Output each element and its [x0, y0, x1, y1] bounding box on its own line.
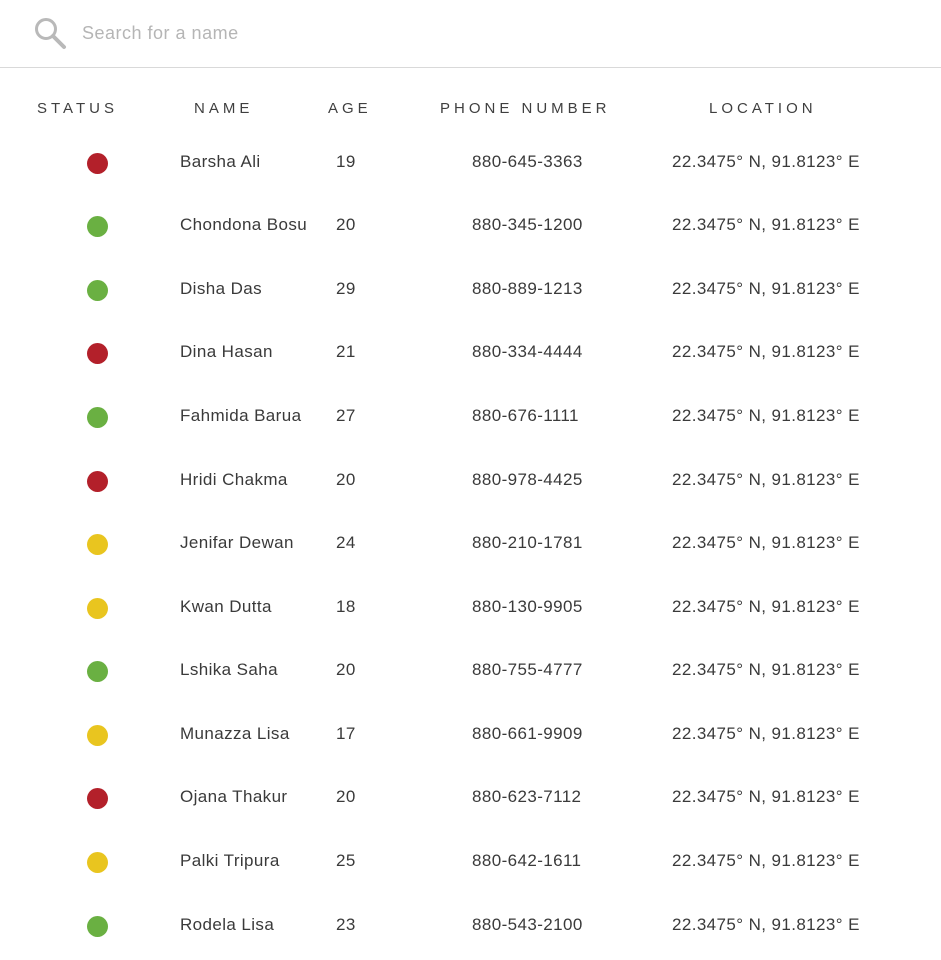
status-red-dot	[87, 153, 108, 174]
name-cell: Lshika Saha	[180, 660, 278, 679]
phone-cell: 880-334-4444	[472, 342, 583, 361]
name-cell: Fahmida Barua	[180, 406, 302, 425]
column-header-location[interactable]: LOCATION	[709, 100, 817, 117]
table-row[interactable]: Munazza Lisa 17 880-661-9909 22.3475° N, 91…	[0, 716, 941, 756]
location-cell: 22.3475° N, 91.8123° E	[672, 342, 860, 361]
column-header-name[interactable]: NAME	[194, 100, 254, 117]
age-cell: 27	[336, 406, 356, 425]
table-row[interactable]: Jenifar Dewan 24 880-210-1781 22.3475° N, 9…	[0, 525, 941, 565]
table-row[interactable]: Rodela Lisa 23 880-543-2100 22.3475° N, 91.…	[0, 907, 941, 947]
name-cell: Palki Tripura	[180, 851, 280, 870]
name-cell: Barsha Ali	[180, 152, 261, 171]
name-cell: Kwan Dutta	[180, 597, 272, 616]
status-green-dot	[87, 661, 108, 682]
status-yellow-dot	[87, 852, 108, 873]
location-cell: 22.3475° N, 91.8123° E	[672, 724, 860, 743]
location-cell: 22.3475° N, 91.8123° E	[672, 851, 860, 870]
age-cell: 21	[336, 342, 356, 361]
phone-cell: 880-642-1611	[472, 851, 582, 870]
table-row[interactable]: Fahmida Barua 27 880-676-1111 22.3475° N, 9…	[0, 398, 941, 438]
phone-cell: 880-661-9909	[472, 724, 583, 743]
status-green-dot	[87, 280, 108, 301]
phone-cell: 880-210-1781	[472, 533, 583, 552]
age-cell: 23	[336, 915, 356, 934]
table-row[interactable]: Palki Tripura 25 880-642-1611 22.3475° N, 9…	[0, 843, 941, 883]
phone-cell: 880-755-4777	[472, 660, 583, 679]
name-cell: Ojana Thakur	[180, 787, 288, 806]
table-row[interactable]: Lshika Saha 20 880-755-4777 22.3475° N, 91.…	[0, 652, 941, 692]
phone-cell: 880-623-7112	[472, 787, 582, 806]
name-cell: Jenifar Dewan	[180, 533, 294, 552]
age-cell: 19	[336, 152, 356, 171]
location-cell: 22.3475° N, 91.8123° E	[672, 470, 860, 489]
status-yellow-dot	[87, 534, 108, 555]
location-cell: 22.3475° N, 91.8123° E	[672, 215, 860, 234]
phone-cell: 880-889-1213	[472, 279, 583, 298]
status-green-dot	[87, 407, 108, 428]
location-cell: 22.3475° N, 91.8123° E	[672, 533, 860, 552]
name-cell: Rodela Lisa	[180, 915, 275, 934]
name-cell: Hridi Chakma	[180, 470, 288, 489]
status-yellow-dot	[87, 725, 108, 746]
column-header-status[interactable]: STATUS	[37, 100, 118, 117]
column-header-age[interactable]: AGE	[328, 100, 372, 117]
status-red-dot	[87, 471, 108, 492]
location-cell: 22.3475° N, 91.8123° E	[672, 279, 860, 298]
age-cell: 20	[336, 787, 356, 806]
age-cell: 24	[336, 533, 356, 552]
search-bar	[0, 0, 941, 68]
age-cell: 29	[336, 279, 356, 298]
age-cell: 25	[336, 851, 356, 870]
column-header-phone[interactable]: PHONE NUMBER	[440, 100, 611, 117]
name-cell: Dina Hasan	[180, 342, 273, 361]
phone-cell: 880-978-4425	[472, 470, 583, 489]
location-cell: 22.3475° N, 91.8123° E	[672, 597, 860, 616]
status-red-dot	[87, 788, 108, 809]
location-cell: 22.3475° N, 91.8123° E	[672, 915, 860, 934]
location-cell: 22.3475° N, 91.8123° E	[672, 406, 860, 425]
status-red-dot	[87, 343, 108, 364]
age-cell: 20	[336, 660, 356, 679]
table-row[interactable]: Chondona Bosu 20 880-345-1200 22.3475° N, 9…	[0, 207, 941, 247]
table-row[interactable]: Ojana Thakur 20 880-623-7112 22.3475° N, 91…	[0, 779, 941, 819]
phone-cell: 880-676-1111	[472, 406, 579, 425]
table-row[interactable]: Barsha Ali 19 880-645-3363 22.3475° N, 91.8…	[0, 144, 941, 184]
phone-cell: 880-345-1200	[472, 215, 583, 234]
age-cell: 20	[336, 470, 356, 489]
table-row[interactable]: Disha Das 29 880-889-1213 22.3475° N, 91.81…	[0, 271, 941, 311]
table-row[interactable]: Dina Hasan 21 880-334-4444 22.3475° N, 91.8…	[0, 334, 941, 374]
name-cell: Chondona Bosu	[180, 215, 308, 234]
status-green-dot	[87, 216, 108, 237]
age-cell: 20	[336, 215, 356, 234]
age-cell: 17	[336, 724, 356, 743]
phone-cell: 880-130-9905	[472, 597, 583, 616]
phone-cell: 880-543-2100	[472, 915, 583, 934]
status-green-dot	[87, 916, 108, 937]
table-row[interactable]: Kwan Dutta 18 880-130-9905 22.3475° N, 91.8…	[0, 589, 941, 629]
name-cell: Munazza Lisa	[180, 724, 290, 743]
table-row[interactable]: Hridi Chakma 20 880-978-4425 22.3475° N, 91…	[0, 462, 941, 502]
search-icon[interactable]	[33, 16, 67, 50]
name-cell: Disha Das	[180, 279, 263, 298]
location-cell: 22.3475° N, 91.8123° E	[672, 787, 860, 806]
age-cell: 18	[336, 597, 356, 616]
search-input[interactable]	[82, 18, 782, 48]
location-cell: 22.3475° N, 91.8123° E	[672, 152, 860, 171]
location-cell: 22.3475° N, 91.8123° E	[672, 660, 860, 679]
phone-cell: 880-645-3363	[472, 152, 583, 171]
status-yellow-dot	[87, 598, 108, 619]
